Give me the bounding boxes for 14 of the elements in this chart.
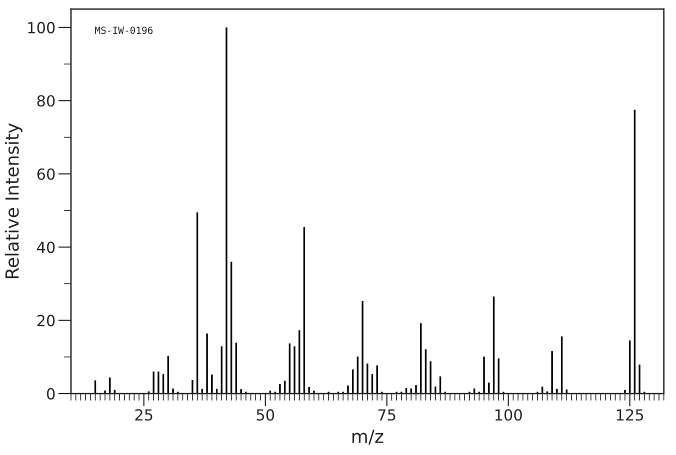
y-tick-label: 40	[37, 242, 55, 254]
y-tick-label: 0	[46, 388, 55, 400]
x-tick-label: 100	[495, 409, 522, 421]
y-tick-label: 60	[37, 168, 55, 180]
y-tick-label: 80	[37, 95, 55, 107]
y-tick-label: 100	[28, 22, 55, 34]
annotation: MS-IW-0196	[95, 26, 153, 34]
x-tick-label: 50	[256, 409, 274, 421]
y-tick-label: 20	[37, 314, 55, 326]
x-axis-title: m/z	[352, 430, 384, 445]
y-axis-title: Relative Intensity	[4, 123, 22, 278]
x-tick-label: 75	[378, 409, 396, 421]
x-tick-label: 125	[616, 409, 644, 421]
x-tick-label: 25	[135, 409, 152, 421]
